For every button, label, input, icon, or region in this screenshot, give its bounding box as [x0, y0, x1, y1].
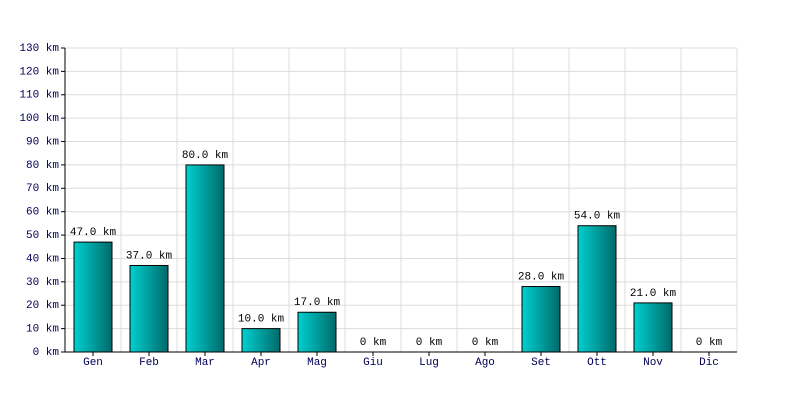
y-tick-label: 100 km — [19, 113, 59, 125]
bar — [241, 328, 281, 353]
x-tick-label: Mag — [307, 357, 327, 369]
data-label: 17.0 km — [294, 297, 341, 309]
y-tick-label: 20 km — [26, 300, 59, 312]
data-label: 10.0 km — [238, 314, 285, 326]
x-tick-label: Giu — [363, 357, 383, 369]
x-tick-label: Ago — [475, 357, 495, 369]
bar — [129, 264, 169, 353]
data-label: 28.0 km — [518, 271, 565, 283]
y-tick-label: 130 km — [19, 43, 59, 55]
x-tick-label: Lug — [419, 357, 439, 369]
data-label: 54.0 km — [574, 211, 621, 223]
data-label: 37.0 km — [126, 250, 173, 262]
x-tick-label: Feb — [139, 357, 159, 369]
data-label: 21.0 km — [630, 288, 677, 300]
data-label: 80.0 km — [182, 150, 229, 162]
data-label: 0 km — [416, 337, 443, 349]
y-tick-label: 120 km — [19, 66, 59, 78]
y-tick-label: 80 km — [26, 160, 59, 172]
y-tick-label: 70 km — [26, 183, 59, 195]
bar — [185, 164, 225, 353]
data-label: 0 km — [472, 337, 499, 349]
x-tick-label: Nov — [643, 357, 663, 369]
bar — [633, 302, 673, 353]
x-tick-label: Mar — [195, 357, 215, 369]
data-label: 0 km — [360, 337, 387, 349]
y-tick-label: 40 km — [26, 253, 59, 265]
x-tick-label: Ott — [587, 357, 607, 369]
y-tick-label: 90 km — [26, 136, 59, 148]
y-tick-label: 0 km — [33, 347, 60, 359]
bar — [73, 241, 113, 353]
bar — [521, 286, 561, 353]
x-tick-label: Set — [531, 357, 551, 369]
y-tick-label: 50 km — [26, 230, 59, 242]
x-tick-label: Apr — [251, 357, 271, 369]
data-label: 47.0 km — [70, 227, 117, 239]
y-tick-label: 10 km — [26, 324, 59, 336]
data-label: 0 km — [696, 337, 723, 349]
bar — [297, 311, 337, 353]
x-tick-label: Gen — [83, 357, 103, 369]
x-tick-label: Dic — [699, 357, 719, 369]
bar — [577, 225, 617, 353]
y-tick-label: 110 km — [19, 90, 59, 102]
y-tick-label: 60 km — [26, 207, 59, 219]
y-tick-label: 30 km — [26, 277, 59, 289]
